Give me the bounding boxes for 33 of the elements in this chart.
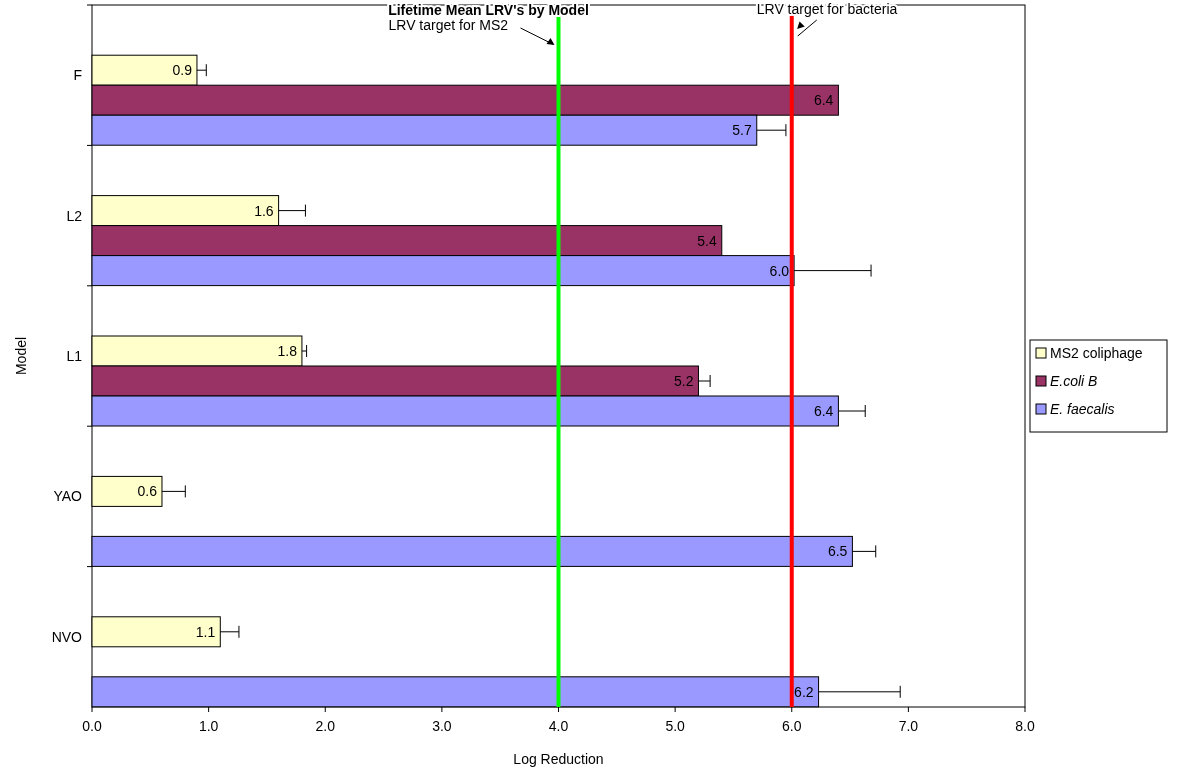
y-tick-label: YAO xyxy=(53,488,83,505)
data-label: 5.4 xyxy=(697,232,717,249)
data-label: 6.4 xyxy=(813,92,834,109)
y-tick-label: L2 xyxy=(66,207,83,224)
data-label: 6.4 xyxy=(813,403,834,419)
data-label: 0.9 xyxy=(172,62,193,79)
data-label: 0.6 xyxy=(137,483,158,500)
y-tick-label: L1 xyxy=(66,348,83,364)
ref-line-label: LRV target for MS2 xyxy=(388,17,509,33)
y-axis-title: Model xyxy=(13,336,29,376)
y-tick-label: F xyxy=(73,67,82,84)
x-tick-label: 0.0 xyxy=(82,718,102,734)
x-tick-label: 6.0 xyxy=(782,718,802,734)
x-axis-title: Log Reduction xyxy=(513,751,604,767)
legend-label: MS2 coliphage xyxy=(1050,345,1143,361)
x-tick-label: 7.0 xyxy=(898,718,919,734)
y-tick-label: NVO xyxy=(51,628,83,645)
x-tick-label: 1.0 xyxy=(198,718,219,734)
x-tick-label: 8.0 xyxy=(1015,718,1035,734)
data-label: 6.5 xyxy=(827,543,848,560)
data-label: 1.6 xyxy=(254,202,274,219)
data-label: 6.0 xyxy=(769,262,790,279)
data-label: 5.7 xyxy=(732,122,752,139)
data-label: 6.2 xyxy=(794,683,814,700)
x-tick-label: 2.0 xyxy=(315,718,336,734)
data-label: 1.1 xyxy=(195,623,216,640)
legend-label: E. faecalis xyxy=(1050,401,1115,417)
data-label: 1.8 xyxy=(277,343,298,359)
legend-label: E.coli B xyxy=(1050,373,1098,389)
data-label: 5.2 xyxy=(673,373,694,389)
x-tick-label: 4.0 xyxy=(548,718,569,734)
x-tick-label: 5.0 xyxy=(665,718,686,734)
x-tick-label: 3.0 xyxy=(432,718,452,734)
